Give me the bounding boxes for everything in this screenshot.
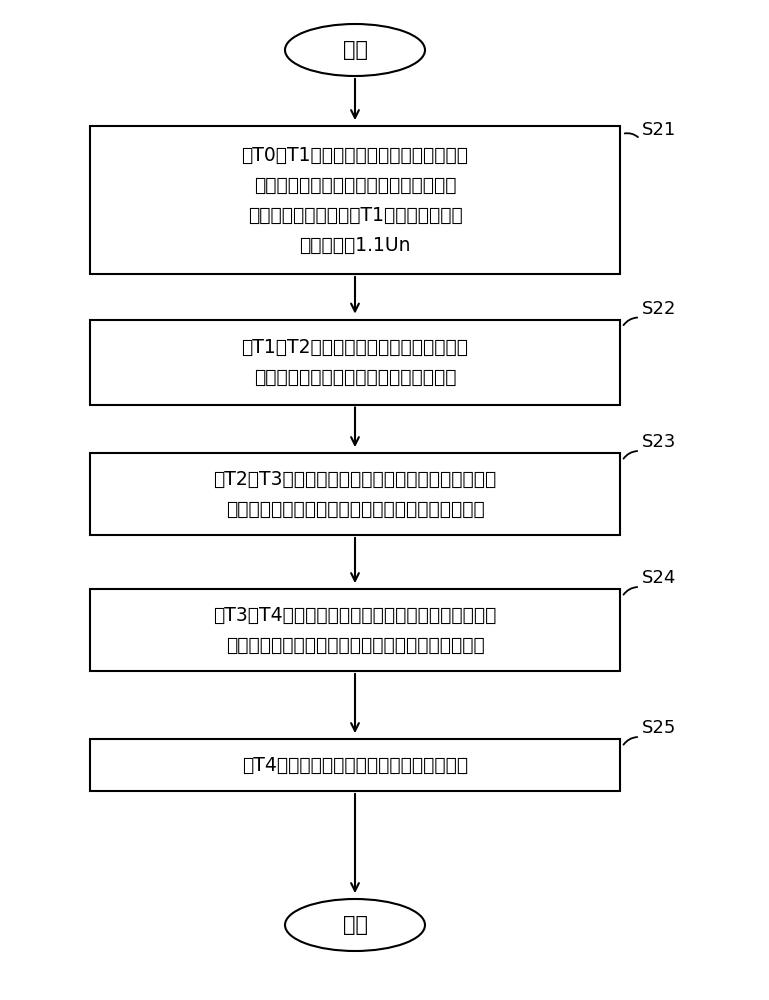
Text: 电压缓慢上升，当到达T1时间点时，充电: 电压缓慢上升，当到达T1时间点时，充电 — [248, 206, 462, 225]
Text: 程中，逐步提高所述充电电压，并保持充电电流恒定: 程中，逐步提高所述充电电压，并保持充电电流恒定 — [225, 499, 484, 518]
Text: S24: S24 — [642, 569, 677, 587]
Bar — [90, 126, 620, 274]
Text: S22: S22 — [642, 300, 677, 318]
Text: 开始: 开始 — [342, 40, 368, 60]
Text: 在T3到T4时间段内，在对所述磷酸铁锂电池的充电过: 在T3到T4时间段内，在对所述磷酸铁锂电池的充电过 — [213, 605, 497, 624]
Text: 池的充电过程中，逐步降低所述充电电流: 池的充电过程中，逐步降低所述充电电流 — [254, 367, 456, 386]
Text: 结束: 结束 — [342, 915, 368, 935]
Ellipse shape — [285, 899, 425, 951]
Bar — [90, 739, 620, 791]
Text: 在T1到T2时间段内，在对所述磷酸铁锂电: 在T1到T2时间段内，在对所述磷酸铁锂电 — [241, 338, 468, 357]
Text: 程中，逐步降低所述充电电流，并保持充电电压恒定: 程中，逐步降低所述充电电流，并保持充电电压恒定 — [225, 636, 484, 654]
Text: 在T4时间后，对所述磷酸铁锂电池进行浮充: 在T4时间后，对所述磷酸铁锂电池进行浮充 — [242, 756, 468, 774]
Text: S23: S23 — [642, 433, 677, 451]
Text: 电压将到达1.1Un: 电压将到达1.1Un — [299, 235, 411, 254]
Ellipse shape — [285, 24, 425, 76]
Text: 所述磷酸铁锂电池进行充电，此时，充电: 所述磷酸铁锂电池进行充电，此时，充电 — [254, 176, 456, 194]
Bar — [90, 320, 620, 404]
Bar — [90, 589, 620, 671]
Text: 在T2到T3时间段内，在对所述磷酸铁锂电池的充电过: 在T2到T3时间段内，在对所述磷酸铁锂电池的充电过 — [213, 470, 497, 488]
Text: S21: S21 — [642, 121, 676, 139]
Text: 在T0到T1时间段内，以恒定的充电电流对: 在T0到T1时间段内，以恒定的充电电流对 — [241, 145, 468, 164]
Bar — [90, 453, 620, 535]
Text: S25: S25 — [642, 719, 677, 737]
